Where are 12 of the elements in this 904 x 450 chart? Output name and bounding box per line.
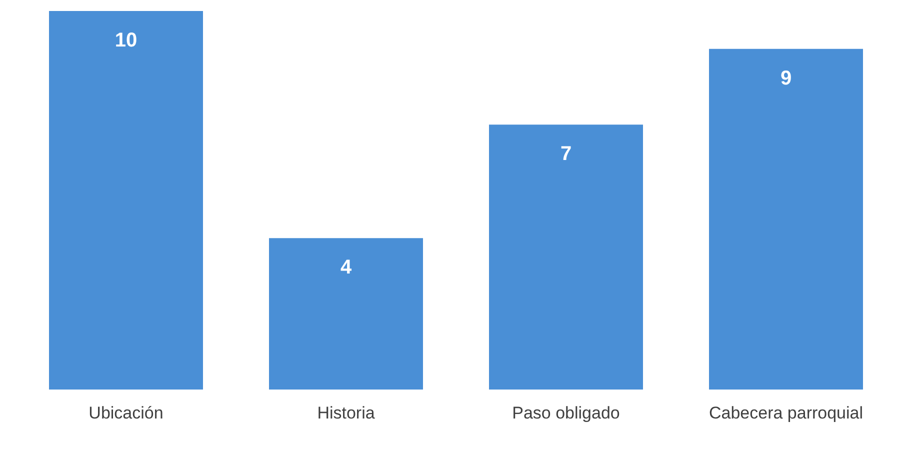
data-label: 9 xyxy=(780,67,792,90)
bar xyxy=(709,48,863,390)
data-label: 10 xyxy=(114,30,138,52)
bar xyxy=(269,238,423,390)
x-tick-label: Cabecera parroquial xyxy=(708,403,864,422)
bar xyxy=(49,11,203,390)
x-tick-label: Paso obligado xyxy=(512,403,620,422)
x-tick-label: Historia xyxy=(317,403,376,422)
data-label: 4 xyxy=(340,256,352,279)
data-label: 7 xyxy=(560,143,572,166)
x-tick-label: Ubicación xyxy=(88,403,164,422)
bar xyxy=(489,124,643,390)
